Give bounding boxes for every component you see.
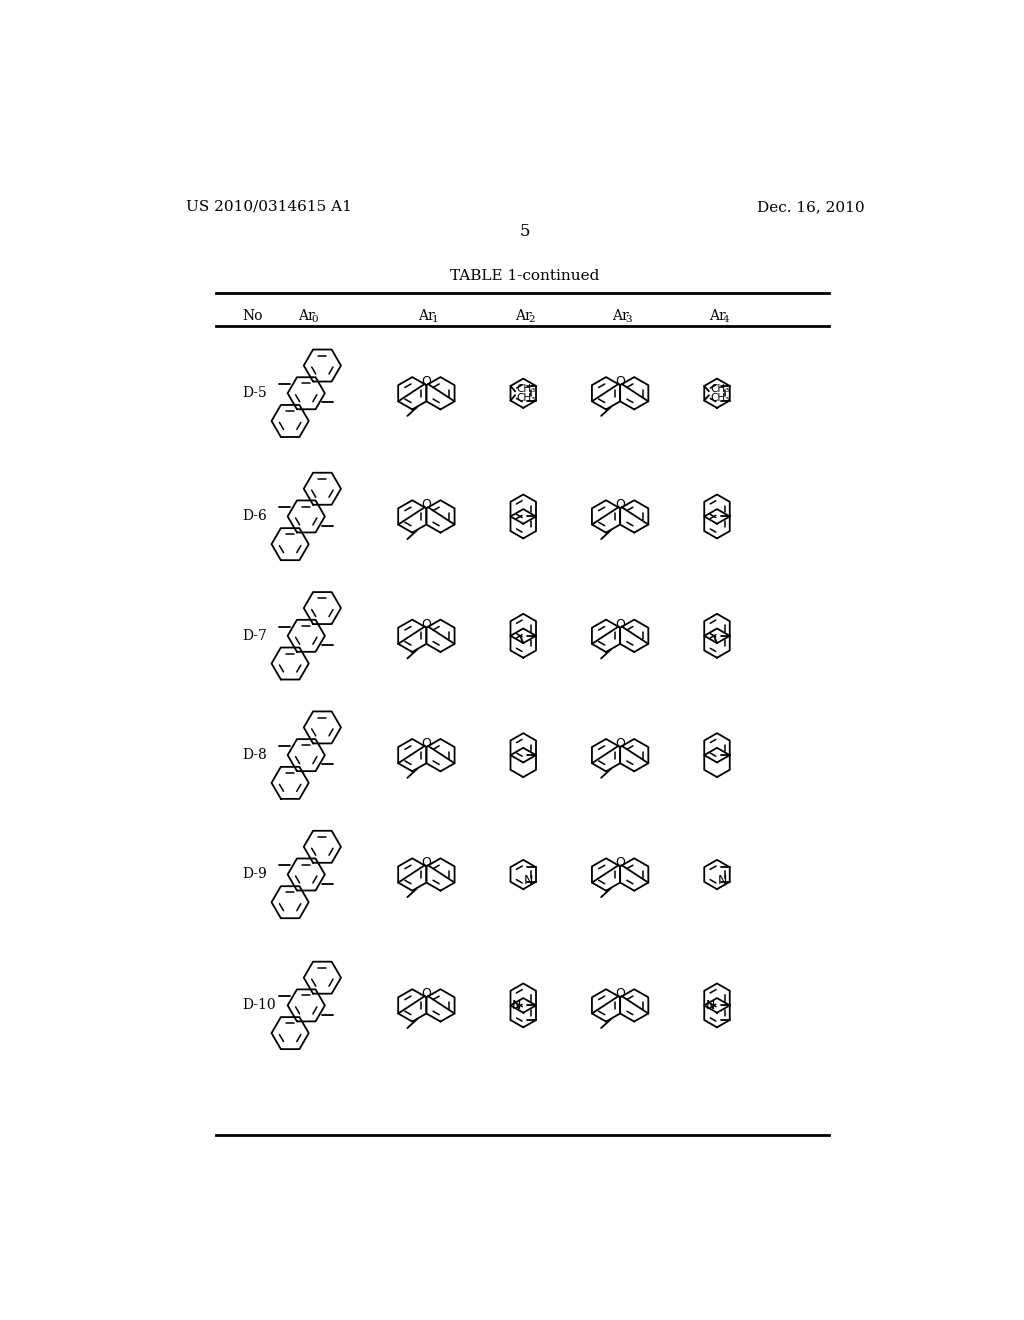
Text: O: O xyxy=(615,618,625,631)
Text: No: No xyxy=(243,309,263,323)
Text: D-8: D-8 xyxy=(243,748,267,762)
Text: CH₃: CH₃ xyxy=(517,393,536,403)
Text: 4: 4 xyxy=(722,315,729,323)
Text: D-6: D-6 xyxy=(243,510,267,524)
Text: 3: 3 xyxy=(626,315,632,323)
Text: O: O xyxy=(615,737,625,750)
Text: D-10: D-10 xyxy=(243,998,276,1012)
Text: 0: 0 xyxy=(311,315,318,323)
Text: CH₃: CH₃ xyxy=(711,393,730,403)
Text: O: O xyxy=(422,499,431,511)
Text: US 2010/0314615 A1: US 2010/0314615 A1 xyxy=(186,199,352,214)
Text: O: O xyxy=(422,737,431,750)
Text: N: N xyxy=(706,999,715,1012)
Text: N: N xyxy=(524,874,534,887)
Text: Ar: Ar xyxy=(611,309,629,323)
Text: Ar: Ar xyxy=(515,309,531,323)
Text: N: N xyxy=(512,999,521,1012)
Text: N: N xyxy=(718,874,727,887)
Text: O: O xyxy=(422,375,431,388)
Text: TABLE 1-continued: TABLE 1-continued xyxy=(451,269,599,284)
Text: Ar: Ar xyxy=(709,309,725,323)
Text: O: O xyxy=(615,375,625,388)
Text: Ar: Ar xyxy=(298,309,314,323)
Text: CH₃: CH₃ xyxy=(711,384,730,393)
Text: D-7: D-7 xyxy=(243,628,267,643)
Text: 2: 2 xyxy=(528,315,536,323)
Text: D-9: D-9 xyxy=(243,867,267,882)
Text: O: O xyxy=(422,987,431,1001)
Text: 1: 1 xyxy=(432,315,438,323)
Text: O: O xyxy=(615,499,625,511)
Text: O: O xyxy=(615,987,625,1001)
Text: CH₃: CH₃ xyxy=(517,384,536,393)
Text: 5: 5 xyxy=(519,223,530,240)
Text: D-5: D-5 xyxy=(243,387,267,400)
Text: Dec. 16, 2010: Dec. 16, 2010 xyxy=(757,199,864,214)
Text: O: O xyxy=(422,618,431,631)
Text: O: O xyxy=(615,857,625,870)
Text: Ar: Ar xyxy=(418,309,435,323)
Text: O: O xyxy=(422,857,431,870)
